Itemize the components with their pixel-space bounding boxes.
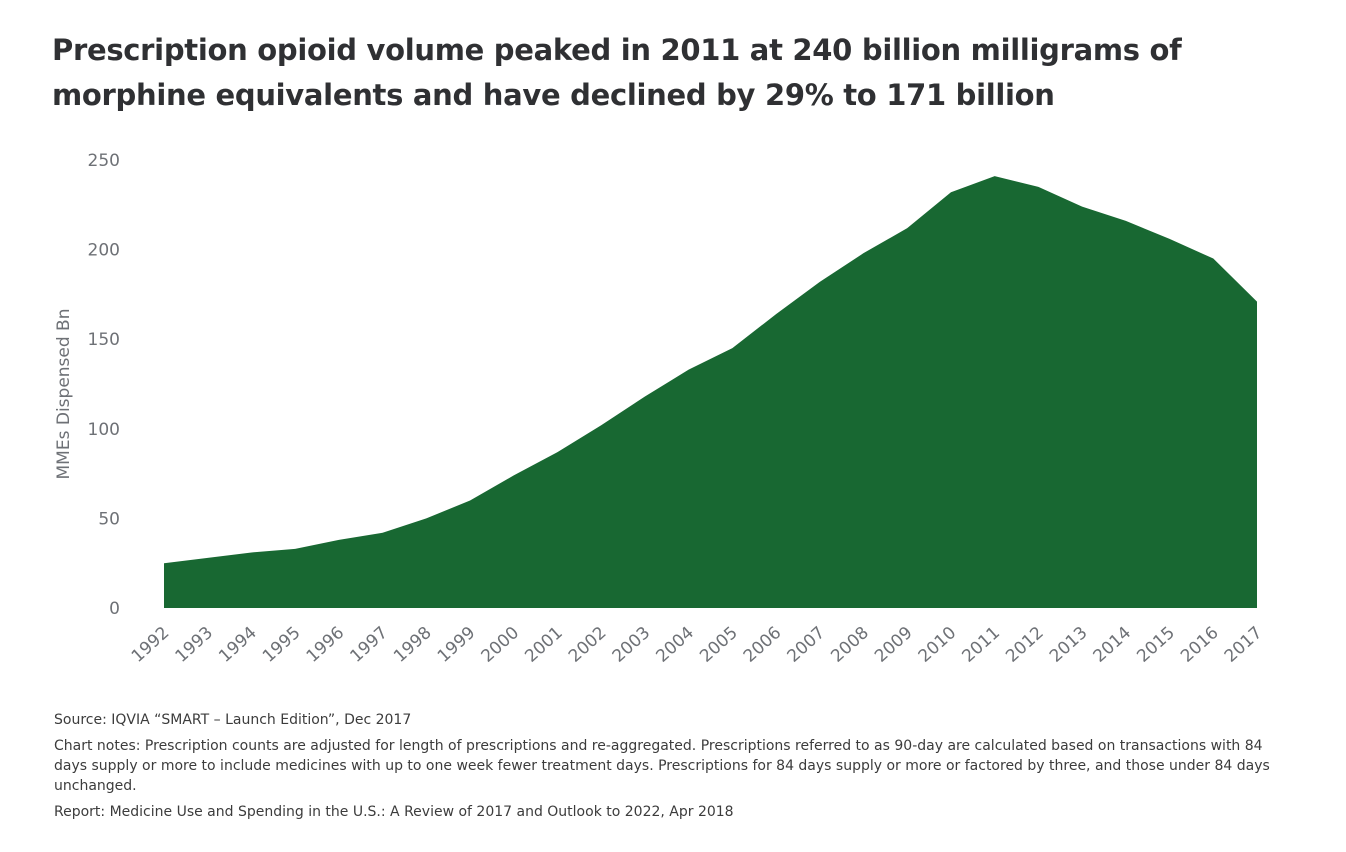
x-tick-label: 1996 (303, 623, 349, 667)
x-tick-label: 2015 (1133, 623, 1179, 667)
chart-notes-text: Chart notes: Prescription counts are adj… (54, 738, 1270, 794)
y-tick-label: 50 (98, 509, 120, 529)
chart-notes: Source: IQVIA “SMART – Launch Edition”, … (54, 710, 1284, 828)
x-tick-label: 2010 (915, 623, 961, 667)
y-tick-label: 100 (88, 420, 120, 440)
chart-title: Prescription opioid volume peaked in 201… (52, 33, 1182, 112)
x-tick-label: 2007 (784, 623, 830, 667)
x-tick-label: 2016 (1177, 623, 1223, 667)
x-tick-label: 2013 (1046, 623, 1092, 667)
x-tick-label: 1997 (346, 623, 392, 667)
area-fill (164, 176, 1257, 608)
source-note: Source: IQVIA “SMART – Launch Edition”, … (54, 712, 412, 728)
y-tick-label: 250 (88, 151, 120, 171)
y-tick-label: 200 (88, 241, 120, 261)
x-tick-label: 2001 (521, 623, 567, 667)
x-tick-label: 1998 (390, 623, 436, 667)
x-tick-label: 2004 (652, 623, 698, 667)
x-tick-label: 2011 (958, 623, 1004, 667)
x-tick-label: 2009 (871, 623, 917, 667)
x-tick-label: 1992 (128, 623, 174, 667)
x-tick-label: 1993 (172, 623, 218, 667)
report-note: Report: Medicine Use and Spending in the… (54, 804, 734, 820)
y-tick-label: 150 (88, 330, 120, 350)
x-tick-label: 1999 (434, 623, 480, 667)
x-axis: 1992199319941995199619971998199920002001… (128, 623, 1267, 667)
y-tick-label: 0 (109, 599, 120, 619)
x-tick-label: 2005 (696, 623, 742, 667)
x-tick-label: 2012 (1002, 623, 1048, 667)
y-axis-label: MMEs Dispensed Bn (54, 309, 74, 480)
x-tick-label: 2006 (740, 623, 786, 667)
x-tick-label: 1994 (215, 623, 261, 667)
y-axis: 0 50 100 150 200 250 (88, 151, 120, 619)
x-tick-label: 2003 (609, 623, 655, 667)
area-series (164, 176, 1257, 608)
x-tick-label: 2017 (1221, 623, 1267, 667)
x-tick-label: 1995 (259, 623, 305, 667)
x-tick-label: 2008 (827, 623, 873, 667)
x-tick-label: 2002 (565, 623, 611, 667)
x-tick-label: 2014 (1090, 623, 1136, 667)
x-tick-label: 2000 (478, 623, 524, 667)
